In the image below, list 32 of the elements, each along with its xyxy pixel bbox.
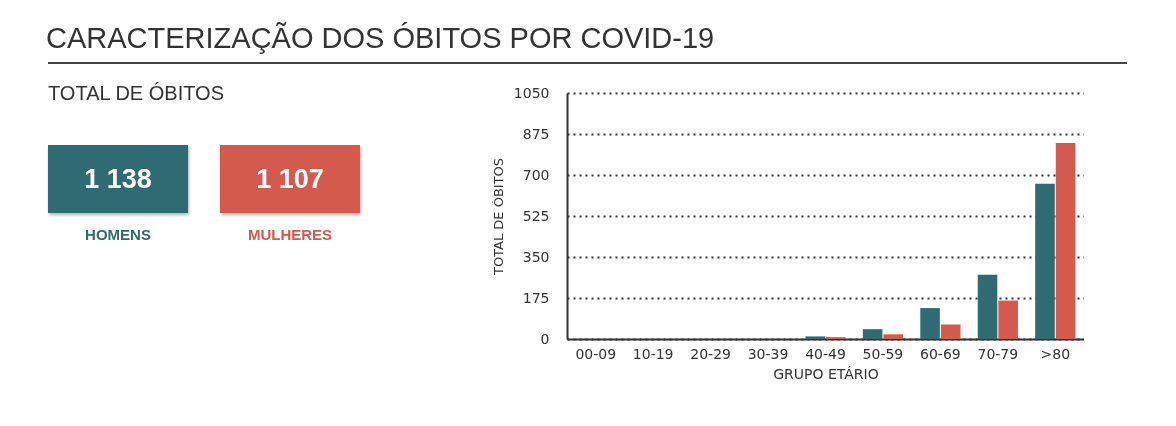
text: MULHERES bbox=[246, 226, 334, 243]
bar bbox=[977, 274, 998, 339]
x-tick-label: 60-69 bbox=[920, 345, 961, 362]
x-tick-label: >80 bbox=[1040, 345, 1071, 362]
bar bbox=[1035, 183, 1055, 339]
x-tick-label: 40-49 bbox=[805, 345, 846, 362]
x-tick-label: 20-29 bbox=[690, 345, 731, 362]
text: HOMENS bbox=[84, 226, 152, 243]
y-tick-label: 525 bbox=[522, 207, 550, 224]
text: 1 138 bbox=[48, 145, 188, 213]
text: 1 107 bbox=[220, 145, 360, 213]
bar bbox=[883, 334, 904, 339]
x-axis-title: GRUPO ETÁRIO bbox=[773, 365, 879, 382]
text: TOTAL DE ÓBITOS bbox=[48, 82, 224, 105]
y-tick-label: 350 bbox=[522, 248, 550, 265]
y-tick-label: 1050 bbox=[513, 84, 550, 101]
bar bbox=[998, 300, 1018, 339]
bar bbox=[1055, 142, 1076, 339]
bar bbox=[805, 336, 825, 339]
y-tick-label: 0 bbox=[540, 330, 550, 347]
y-tick-label: 875 bbox=[522, 125, 550, 142]
x-tick-label: 00-09 bbox=[575, 345, 617, 362]
x-tick-label: 30-39 bbox=[747, 345, 789, 362]
bar bbox=[920, 308, 940, 339]
bar bbox=[940, 324, 961, 339]
x-tick-label: 50-59 bbox=[862, 345, 904, 362]
y-tick-label: 700 bbox=[522, 166, 550, 183]
bar bbox=[862, 329, 883, 339]
x-tick-label: 70-79 bbox=[977, 345, 1019, 362]
y-tick-label: 175 bbox=[522, 289, 550, 306]
chart-title: CARACTERIZAÇÃO DOS ÓBITOS POR COVID-19 bbox=[46, 22, 715, 55]
x-tick-label: 10-19 bbox=[632, 345, 674, 362]
